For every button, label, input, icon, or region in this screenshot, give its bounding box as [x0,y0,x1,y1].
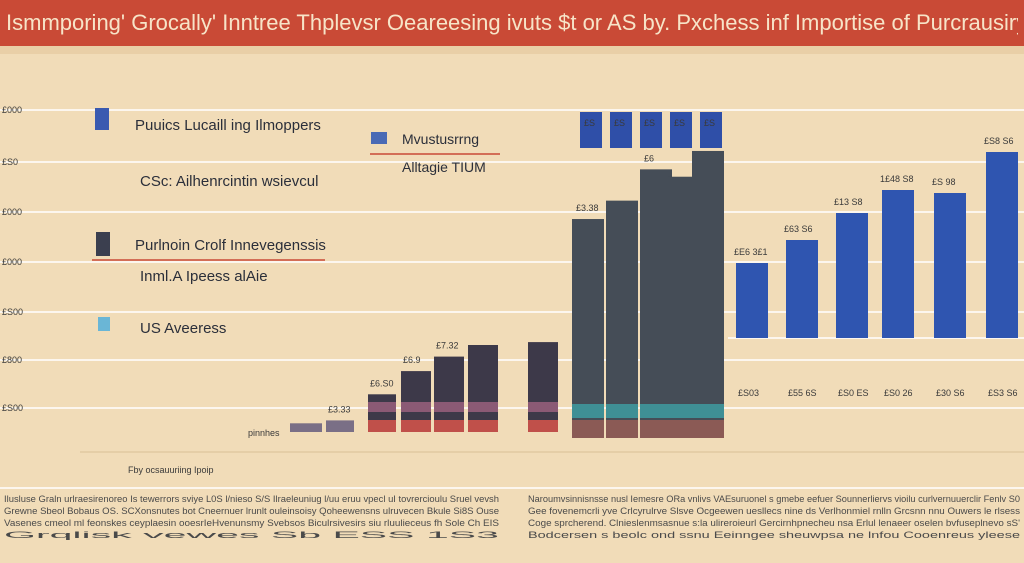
bar-series3 [934,193,966,338]
y-tick-label: £000 [2,207,22,217]
bar-series2-segment [640,420,672,438]
bar-note: pinnhes [248,428,280,438]
bar-data-label: £6 [644,153,654,163]
legend-label-4: Inml.A Ipeess alAie [140,268,268,285]
bar-x-note: £55 6S [788,388,817,398]
bar-series1-segment [368,402,396,412]
bar-data-label: £7.32 [436,341,459,351]
bar-series2-segment [640,404,672,418]
bar-series2 [572,219,604,438]
bar-data-label: £63 S6 [784,224,813,234]
y-tick-label: £800 [2,355,22,365]
bar-series1-segment [528,420,558,432]
bar-series2-segment [606,404,638,418]
footer-left-line: Vasenes cmeol ml feonskes ceyplaesin ooe… [4,518,499,528]
bar-series2-segment [572,420,604,438]
y-tick-label: £000 [2,105,22,115]
y-tick-label: £S00 [2,307,23,317]
footer-right-line: Naroumvsinnisnsse nusl Iemesre ORa vnliv… [528,494,1020,504]
footer-left-line: Grewne Sbeol Bobaus OS. SCXonsnutes bot … [4,506,499,516]
footer-notes: Ilusluse Graln urlraesirenoreo Is tewerr… [0,487,1024,540]
y-tick-label: £S0 [2,157,18,167]
bar-series1 [434,356,464,432]
bar-data-label: £S8 S6 [984,136,1014,146]
bar-badge-label: £S [584,118,595,128]
bar-badge-label: £S [704,118,715,128]
bar-series1 [468,345,498,432]
bar-series1-segment [468,402,498,412]
bar-series1-segment [434,402,464,412]
bar-x-note: £S03 [738,388,759,398]
bar-x-note: £S0 26 [884,388,913,398]
bar-badge [580,112,602,148]
y-axis-ticks: £000 £S0 £000 £000 £S00 £800 £S00 [2,105,23,413]
bar-series2-segment [606,420,638,438]
bar-series1-segment [434,420,464,432]
footer-right-line: Bodcersen s beolc ond ssnu Eeinngee sheu… [528,530,1020,540]
bar-data-label: £13 S8 [834,197,863,207]
legend2-sub: Alltagie TIUM [402,159,486,175]
bar-badge [670,112,692,148]
bar-badge-label: £S [614,118,625,128]
footer-right-line: Coge sprcherend. Clnieslenmsasnue s:la u… [528,518,1020,528]
legend-swatch-3 [96,232,110,256]
bar-series1-segment [368,420,396,432]
bar-data-label: 1£48 S8 [880,174,914,184]
bar-data-label: £E6 3£1 [734,247,768,257]
bar-data-label: £3.38 [576,203,599,213]
bar-series1 [290,423,322,432]
bar-data-label: £6.S0 [370,378,394,388]
x-axis-label: Fby ocsauuriing Ipoip [128,465,214,475]
bar-data-label: £3.33 [328,404,351,414]
bar-data-label: £6.9 [403,355,421,365]
bar-badge-label: £S [674,118,685,128]
bar-series1-segment [401,402,431,412]
bar-series2 [692,150,724,438]
bar-series2 [640,169,672,439]
legend-label-3: Purlnoin Crolf Innevegenssis [135,237,326,254]
bar-series2 [606,200,638,438]
legend-label-1: Puuics Lucaill ing Ilmoppers [135,117,321,134]
y-tick-label: £S00 [2,403,23,413]
bar-badge-label: £S [644,118,655,128]
bar-series2-segment [692,420,724,438]
bar-badge [610,112,632,148]
legend: Puuics Lucaill ing Ilmoppers CSc: Ailhenr… [92,108,500,337]
bar-series1 [326,420,354,432]
bar-x-note: £S0 ES [838,388,869,398]
bars-layer: £3.33 £6.S0 £6.9 £7.32 pinnhes Fby ocsauuriin… [128,112,1024,475]
legend-label-5: US Aveeress [140,320,226,337]
legend-swatch-1 [95,108,109,130]
footer-left-line: Ilusluse Graln urlraesirenoreo Is tewerr… [4,494,499,504]
title-bar: Ismmporing' Grocally' Inntree Thplevsr O… [0,0,1024,54]
legend2-label: Mvustusrrng [402,131,479,147]
bar-x-note: £S3 S6 [988,388,1018,398]
legend2-swatch [371,132,387,144]
bar-series2-segment [692,404,724,418]
bar-series1-segment [528,402,558,412]
bar-series1-segment [468,420,498,432]
bar-series3 [836,213,868,338]
bar-badge [700,112,722,148]
bar-series3 [882,190,914,338]
title-band [0,46,1024,54]
bar-data-label: £S 98 [932,177,956,187]
bar-series1-segment [401,420,431,432]
legend-swatch-5 [98,317,110,331]
footer-left-line: Grqlisk vewes Sb ESS 1S3 [4,530,499,540]
bar-series3 [986,152,1018,338]
legend-label-2: CSc: Ailhenrcintin wsievcul [140,173,318,190]
bar-series1 [528,342,558,432]
footer-right-line: Gee fovenemcrli yve Crlcyrulrve Slsve Oc… [528,506,1021,516]
bar-series2-segment [572,404,604,418]
bar-series3 [736,263,768,338]
chart-title: Ismmporing' Grocally' Inntree Thplevsr O… [6,10,1018,35]
bar-badge [640,112,662,148]
bar-x-note: £30 S6 [936,388,965,398]
y-tick-label: £000 [2,257,22,267]
bar-series3 [786,240,818,338]
